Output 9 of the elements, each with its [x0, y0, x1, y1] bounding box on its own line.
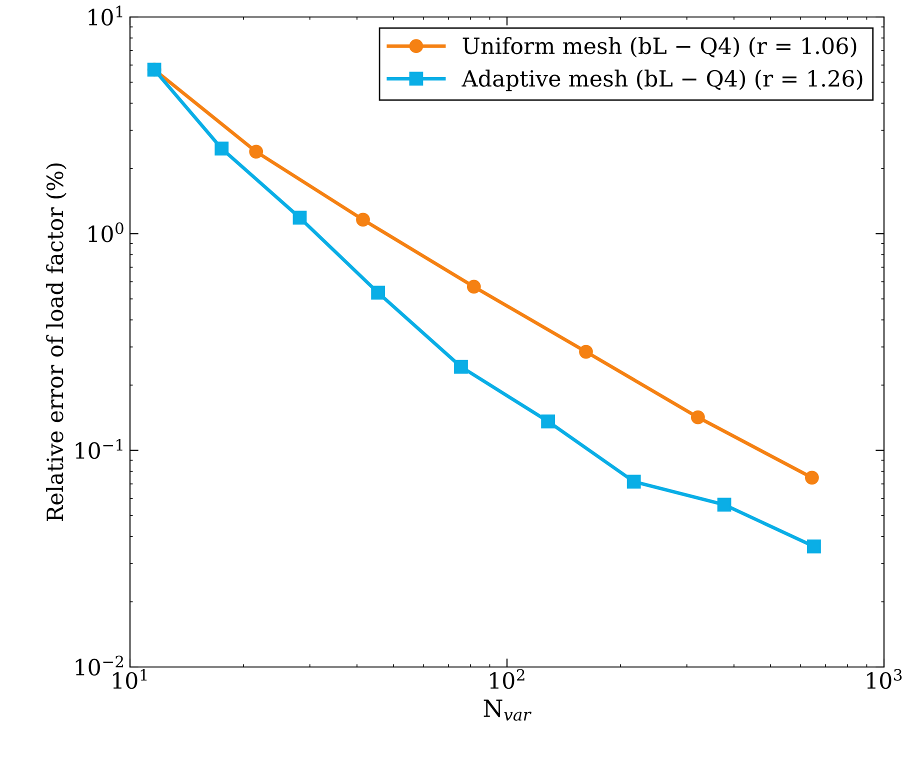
- x-axis-title: N$_{var}$: [484, 700, 532, 721]
- x-tick-label: 10$^{2}$: [490, 668, 524, 689]
- y-tick-label: 10$^{−1}$: [76, 439, 122, 459]
- y-axis-title: Relative error of load factor (%): [46, 163, 66, 522]
- legend-label: Uniform mesh (bL − Q4) (r = 1.06): [462, 37, 856, 58]
- y-tick-label: 10$^{0}$: [88, 222, 124, 242]
- x-tick-label: 10$^{3}$: [867, 668, 902, 689]
- y-tick-label: 10$^{1}$: [88, 6, 122, 26]
- legend-label: Adaptive mesh (bL − Q4) (r = 1.26): [462, 70, 862, 92]
